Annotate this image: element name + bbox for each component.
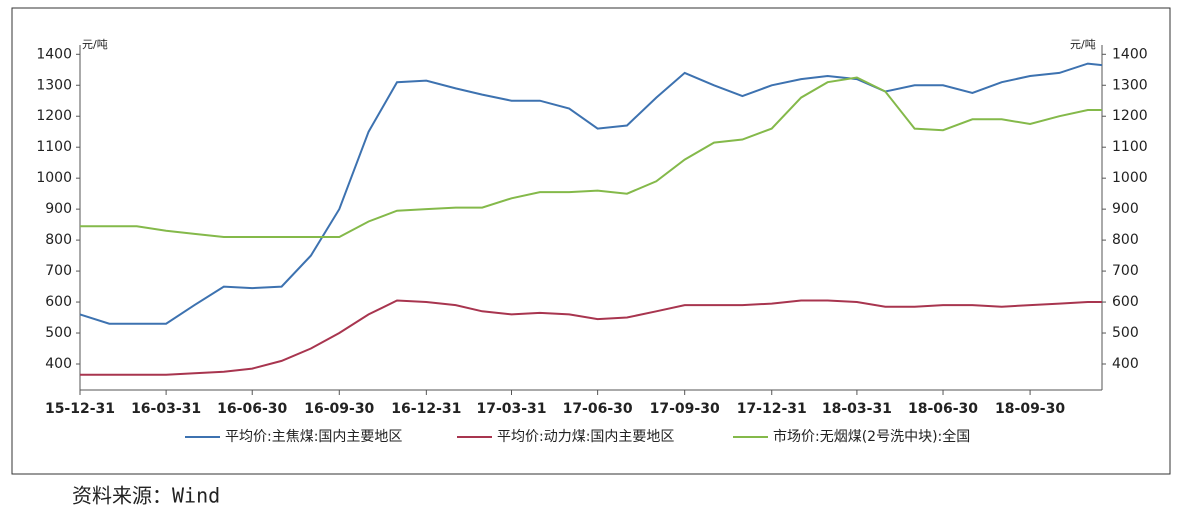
y2-tick-label: 400 [1112,356,1139,372]
y-tick-label: 900 [45,201,72,217]
x-tick-label: 16-12-31 [391,401,461,417]
x-tick-label: 18-03-31 [822,401,892,417]
y2-tick-label: 1400 [1112,46,1148,62]
y2-tick-label: 800 [1112,232,1139,248]
y-unit: 元/吨 [82,38,108,51]
y-tick-label: 1200 [36,108,72,124]
y-tick-label: 500 [45,325,72,341]
y2-tick-label: 900 [1112,201,1139,217]
y-tick-label: 800 [45,232,72,248]
y2-unit: 元/吨 [1070,38,1096,51]
y-tick-label: 600 [45,294,72,310]
x-tick-label: 17-12-31 [737,401,807,417]
y2-tick-label: 600 [1112,294,1139,310]
y-tick-label: 700 [45,263,72,279]
legend-label: 平均价:主焦煤:国内主要地区 [225,429,402,445]
y2-tick-label: 700 [1112,263,1139,279]
x-tick-label: 16-06-30 [217,401,287,417]
x-tick-label: 18-06-30 [908,401,978,417]
y2-tick-label: 500 [1112,325,1139,341]
x-tick-label: 17-06-30 [563,401,633,417]
y-tick-label: 1400 [36,46,72,62]
x-tick-label: 17-09-30 [650,401,720,417]
line-series [80,76,1102,238]
y2-tick-label: 1000 [1112,170,1148,186]
chart-frame [11,7,1171,475]
y-tick-label: 1100 [36,139,72,155]
line-series [80,299,1102,376]
x-tick-label: 15-12-31 [45,401,115,417]
source: 资料来源：Wind [72,484,220,508]
legend-label: 市场价:无烟煤(2号洗中块):全国 [773,428,970,445]
y-tick-label: 400 [45,356,72,372]
x-tick-label: 18-09-30 [995,401,1065,417]
y-tick-label: 1000 [36,170,72,186]
y-tick-label: 1300 [36,77,72,93]
y2-tick-label: 1200 [1112,108,1148,124]
x-tick-label: 17-03-31 [476,401,546,417]
x-tick-label: 16-03-31 [131,401,201,417]
legend-label: 平均价:动力煤:国内主要地区 [497,429,674,445]
y2-tick-label: 1100 [1112,139,1148,155]
line-series [79,62,1103,325]
x-tick-label: 16-09-30 [304,401,374,417]
y2-tick-label: 1300 [1112,77,1148,93]
